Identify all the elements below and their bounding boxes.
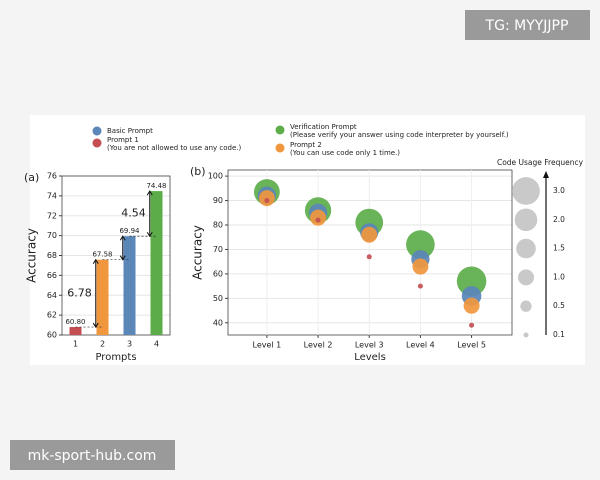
x-axis-label: Levels xyxy=(354,352,386,363)
value-label: 69.94 xyxy=(119,227,140,235)
x-axis-label: Prompts xyxy=(95,352,136,363)
value-label: 67.58 xyxy=(92,251,112,259)
size-legend-title: Code Usage Frequency xyxy=(497,158,584,167)
size-legend-bubble xyxy=(523,332,529,338)
watermark-box xyxy=(10,440,175,470)
legend-label: Basic Prompt xyxy=(107,127,153,135)
y-tick-label: 100 xyxy=(208,172,223,181)
y-tick-label: 70 xyxy=(47,231,57,240)
x-tick-label: Level 1 xyxy=(253,341,282,350)
arrowhead xyxy=(92,258,99,264)
size-legend-bubble xyxy=(512,177,540,205)
bar xyxy=(69,327,82,335)
annotation: 4.54 xyxy=(121,207,146,220)
arrowhead xyxy=(119,255,126,261)
bubble xyxy=(315,217,321,223)
arrowhead xyxy=(146,190,153,196)
legend-description: (You can use code only 1 time.) xyxy=(290,149,400,157)
legend-label: Prompt 2 xyxy=(290,141,322,149)
size-legend-label: 0.1 xyxy=(553,330,565,339)
legend-label: Verification Prompt xyxy=(290,123,357,131)
y-tick-label: 50 xyxy=(213,294,223,303)
arrowhead xyxy=(92,322,99,328)
y-tick-label: 80 xyxy=(213,221,223,230)
size-legend-bubble xyxy=(520,300,532,312)
size-legend-label: 1.0 xyxy=(553,272,565,281)
size-legend-bubble xyxy=(514,208,538,232)
x-tick-label: Level 2 xyxy=(304,341,333,350)
panel-label: (a) xyxy=(24,171,39,184)
watermark-box xyxy=(465,10,590,40)
y-tick-label: 72 xyxy=(47,211,57,220)
bar xyxy=(123,236,136,335)
legend-description: (You are not allowed to use any code.) xyxy=(107,144,241,152)
axes-frame xyxy=(227,169,513,336)
size-legend-bubble xyxy=(518,269,534,286)
size-legend-label: 0.5 xyxy=(553,301,565,310)
y-axis-label: Accuracy xyxy=(25,228,39,283)
size-legend-label: 3.0 xyxy=(553,186,565,195)
bubble xyxy=(361,226,378,243)
bubble xyxy=(366,254,372,260)
x-tick-label: 1 xyxy=(73,340,78,349)
bar xyxy=(150,191,163,335)
arrowhead xyxy=(146,231,153,238)
y-tick-label: 62 xyxy=(47,311,57,320)
bubble xyxy=(417,283,423,289)
x-tick-label: Level 5 xyxy=(457,341,486,350)
bubble xyxy=(412,258,429,275)
bubble xyxy=(463,297,480,314)
watermark: TG: MYYJJPP xyxy=(485,18,569,34)
bar xyxy=(96,259,109,335)
y-axis-label: Accuracy xyxy=(191,225,205,280)
y-tick-label: 40 xyxy=(213,318,223,327)
annotation: 6.78 xyxy=(67,286,92,299)
x-tick-label: 2 xyxy=(100,340,105,349)
panel-label: (b) xyxy=(190,165,206,178)
watermark: mk-sport-hub.com xyxy=(28,448,157,464)
legend-label: Prompt 1 xyxy=(107,136,139,144)
y-tick-label: 90 xyxy=(213,196,223,205)
y-tick-label: 64 xyxy=(47,291,57,300)
y-tick-label: 68 xyxy=(47,251,57,260)
bubble xyxy=(264,198,270,204)
x-tick-label: 4 xyxy=(154,340,159,349)
legend-swatch xyxy=(92,138,102,148)
arrowhead xyxy=(119,235,126,241)
y-tick-label: 60 xyxy=(213,269,223,278)
axes-frame xyxy=(61,175,171,336)
y-tick-label: 60 xyxy=(47,331,57,340)
value-label: 60.80 xyxy=(65,318,85,326)
legend-description: (Please verify your answer using code in… xyxy=(290,131,509,139)
y-tick-label: 66 xyxy=(47,271,57,280)
arrowhead xyxy=(543,171,549,178)
value-label: 74.48 xyxy=(146,182,166,190)
legend-swatch xyxy=(275,125,285,135)
size-legend-label: 2.0 xyxy=(553,215,565,224)
x-tick-label: Level 4 xyxy=(406,341,435,350)
y-tick-label: 76 xyxy=(47,172,57,181)
y-tick-label: 74 xyxy=(47,191,57,200)
size-legend-label: 1.5 xyxy=(553,244,565,253)
bubble xyxy=(456,266,487,296)
plots: 60 62 64 66 68 70 72 74 76 (a) Prompts Accuracy 60.8… xyxy=(24,123,584,363)
size-legend-bubble xyxy=(516,238,536,259)
legend-swatch xyxy=(92,126,102,136)
y-tick-label: 70 xyxy=(213,245,223,254)
x-tick-label: Level 3 xyxy=(355,341,384,350)
legend-swatch xyxy=(275,143,285,153)
bubble xyxy=(469,322,475,328)
x-tick-label: 3 xyxy=(127,340,132,349)
bubble xyxy=(406,230,435,259)
